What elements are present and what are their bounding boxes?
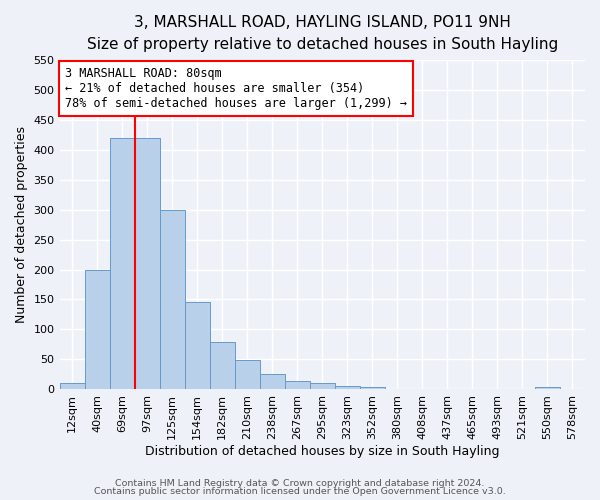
Text: 3 MARSHALL ROAD: 80sqm
← 21% of detached houses are smaller (354)
78% of semi-de: 3 MARSHALL ROAD: 80sqm ← 21% of detached… xyxy=(65,67,407,110)
Bar xyxy=(134,138,160,389)
Bar xyxy=(85,270,110,389)
Bar xyxy=(160,210,185,389)
X-axis label: Distribution of detached houses by size in South Hayling: Distribution of detached houses by size … xyxy=(145,444,500,458)
Bar xyxy=(59,383,85,389)
Bar xyxy=(110,138,134,389)
Bar xyxy=(535,386,560,389)
Y-axis label: Number of detached properties: Number of detached properties xyxy=(15,126,28,323)
Text: Contains HM Land Registry data © Crown copyright and database right 2024.: Contains HM Land Registry data © Crown c… xyxy=(115,478,485,488)
Text: Contains public sector information licensed under the Open Government Licence v3: Contains public sector information licen… xyxy=(94,487,506,496)
Bar xyxy=(285,382,310,389)
Bar xyxy=(260,374,285,389)
Bar xyxy=(360,386,385,389)
Bar xyxy=(310,383,335,389)
Title: 3, MARSHALL ROAD, HAYLING ISLAND, PO11 9NH
Size of property relative to detached: 3, MARSHALL ROAD, HAYLING ISLAND, PO11 9… xyxy=(86,15,558,52)
Bar xyxy=(335,386,360,389)
Bar xyxy=(235,360,260,389)
Bar xyxy=(209,342,235,389)
Bar xyxy=(185,302,209,389)
